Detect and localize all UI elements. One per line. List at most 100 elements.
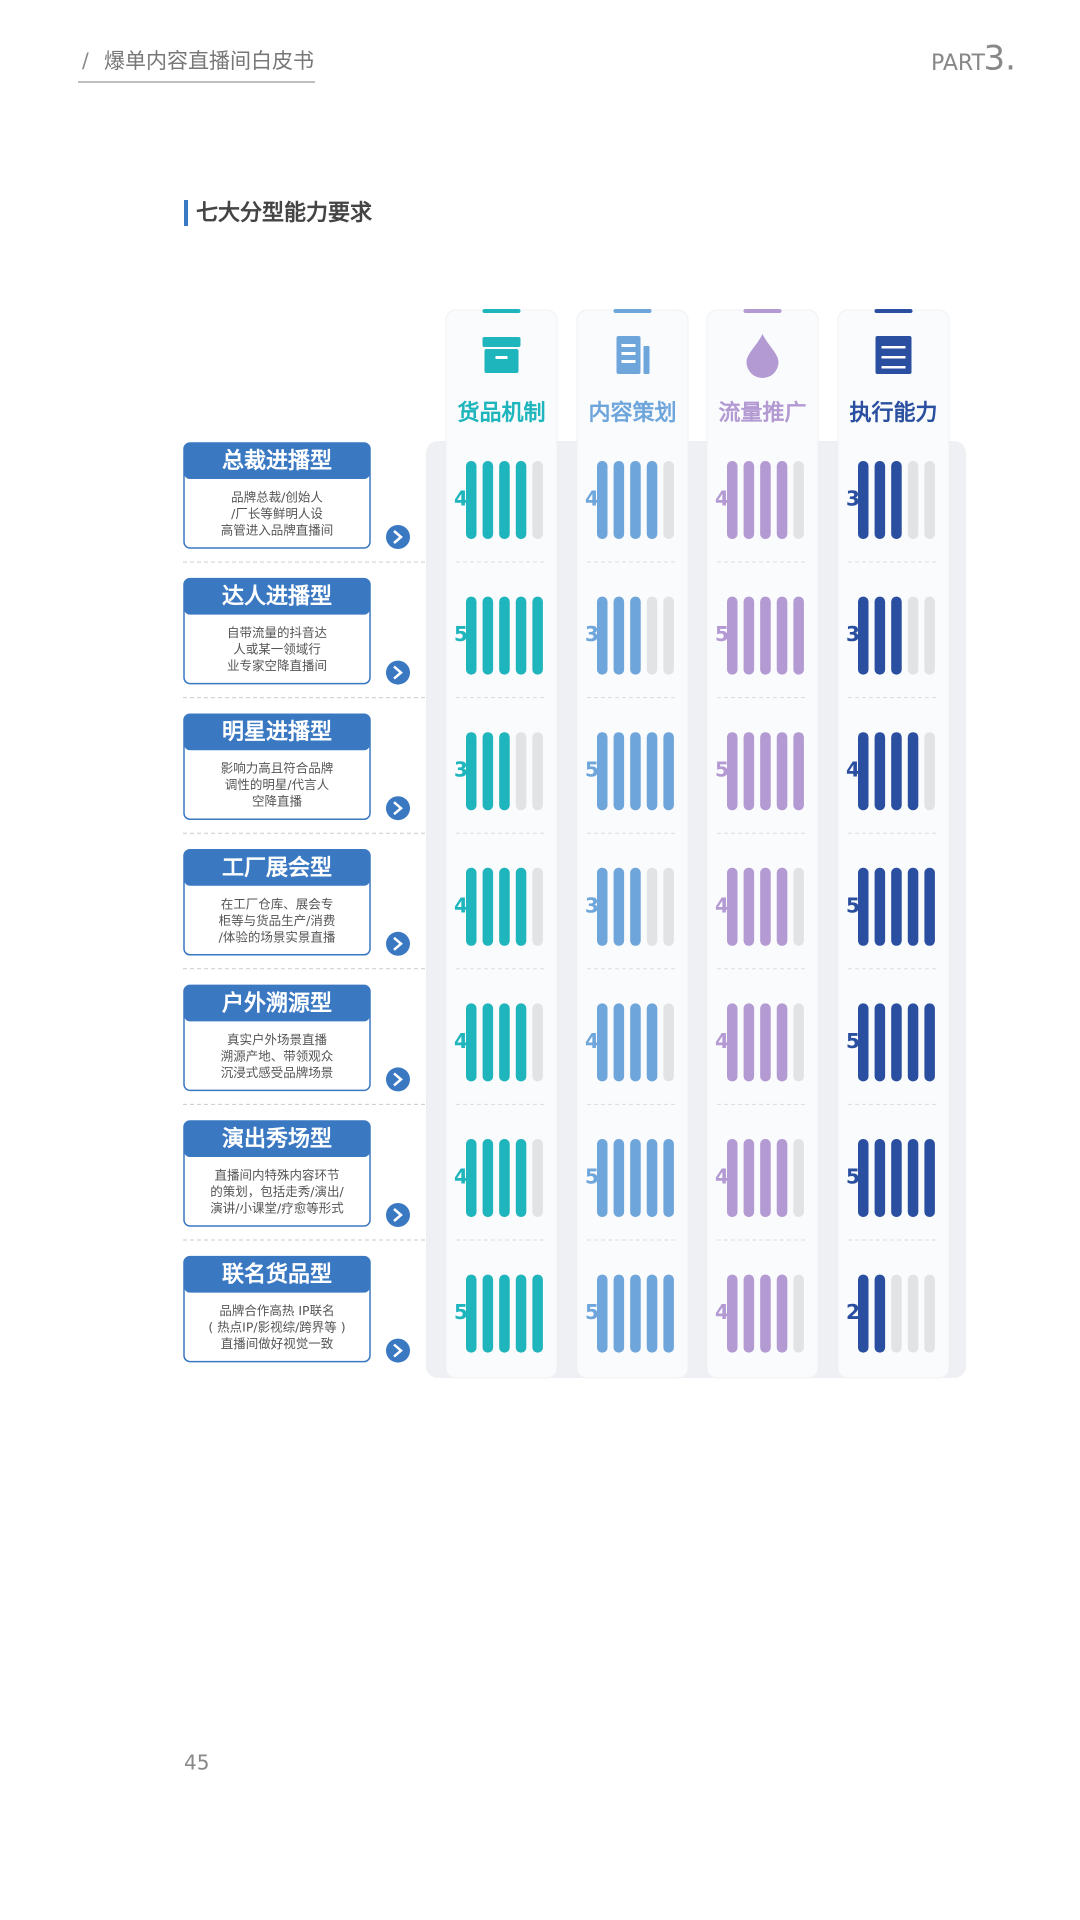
- score-slot: [793, 461, 804, 539]
- score-slot: [515, 732, 527, 811]
- score-bar: [663, 1274, 674, 1353]
- score-bar: [630, 732, 641, 811]
- type-pill: [184, 1121, 370, 1157]
- type-name: 工厂展会型: [222, 855, 332, 881]
- type-pill: [184, 1256, 370, 1293]
- type-description: 直播间内特殊内容环节: [214, 1168, 339, 1183]
- type-description: 调性的明星/代言人: [225, 777, 330, 792]
- score-bar: [613, 1003, 625, 1082]
- score-slot: [532, 732, 543, 811]
- score-bar: [760, 732, 771, 811]
- type-description: /厂长等鲜明人设: [231, 506, 323, 521]
- arrow-button: [386, 1067, 410, 1092]
- score-bar: [743, 1003, 755, 1082]
- type-description: ( 热点IP/影视综/跨界等 ): [208, 1320, 345, 1335]
- score-label: 5: [585, 758, 599, 782]
- score-bar: [891, 1003, 902, 1082]
- header-title: 爆单内容直播间白皮书: [104, 49, 314, 73]
- type-description: 的策划，包括走秀/演出/: [210, 1184, 344, 1199]
- score-bar: [891, 732, 902, 811]
- score-bar: [597, 596, 608, 675]
- score-label: 3: [585, 893, 599, 917]
- score-bar: [760, 461, 771, 539]
- score-bar: [874, 596, 886, 675]
- score-label: 3: [846, 622, 860, 646]
- section-marker: [184, 200, 188, 226]
- score-bar: [743, 1274, 755, 1353]
- score-bar: [776, 596, 788, 675]
- column-label: 执行能力: [849, 400, 937, 426]
- score-bar: [515, 1139, 527, 1217]
- score-bar: [515, 1003, 527, 1082]
- column-cap: [743, 309, 782, 313]
- score-bar: [727, 1003, 738, 1082]
- score-bar: [482, 1003, 494, 1082]
- score-bar: [924, 867, 935, 946]
- score-slot: [907, 596, 919, 675]
- score-bar: [891, 461, 902, 539]
- type-description: 溯源产地、带领观众: [221, 1048, 334, 1063]
- score-bar: [793, 732, 804, 811]
- type-description: 真实户外场景直播: [227, 1032, 328, 1047]
- score-bar: [466, 1139, 477, 1217]
- type-description: /体验的场景实景直播: [219, 929, 336, 944]
- score-bar: [776, 1274, 788, 1353]
- score-bar: [776, 1003, 788, 1082]
- score-bar: [727, 1139, 738, 1217]
- score-bar: [874, 1003, 886, 1082]
- type-name: 演出秀场型: [222, 1126, 332, 1152]
- score-slot: [924, 732, 935, 811]
- arrow-button: [386, 796, 410, 821]
- matrix-band: [426, 441, 966, 1378]
- score-bar: [793, 596, 804, 675]
- score-label: 5: [585, 1165, 599, 1189]
- section-title: 七大分型能力要求: [196, 200, 372, 226]
- column-icon: [875, 336, 912, 374]
- score-bar: [499, 596, 510, 675]
- score-bar: [499, 867, 510, 946]
- score-bar: [499, 1274, 510, 1353]
- score-bar: [858, 461, 869, 539]
- column-icon: [621, 352, 636, 355]
- score-label: 5: [715, 622, 729, 646]
- score-bar: [776, 732, 788, 811]
- score-bar: [924, 1003, 935, 1082]
- column-icon: [746, 334, 779, 378]
- score-slot: [663, 1003, 674, 1082]
- score-slot: [793, 1139, 804, 1217]
- score-bar: [630, 1274, 641, 1353]
- score-bar: [532, 1274, 543, 1353]
- score-bar: [646, 461, 658, 539]
- score-bar: [499, 1003, 510, 1082]
- score-label: 4: [454, 1029, 468, 1053]
- arrow-button: [386, 931, 410, 956]
- score-bar: [466, 1274, 477, 1353]
- score-label: 5: [846, 1029, 860, 1053]
- column-icon: [643, 346, 650, 374]
- score-label: 5: [454, 622, 468, 646]
- score-bar: [874, 1274, 886, 1353]
- score-bar: [597, 867, 608, 946]
- column-cap: [482, 309, 521, 313]
- score-bar: [743, 1139, 755, 1217]
- score-bar: [515, 867, 527, 946]
- score-bar: [874, 867, 886, 946]
- arrow-chevron: [393, 801, 403, 816]
- column-icon: [881, 346, 906, 349]
- score-bar: [466, 867, 477, 946]
- score-bar: [858, 1139, 869, 1217]
- arrow-button: [386, 660, 410, 685]
- score-bar: [663, 1139, 674, 1217]
- score-bar: [630, 461, 641, 539]
- score-bar: [482, 596, 494, 675]
- score-bar: [613, 1139, 625, 1217]
- score-bar: [743, 732, 755, 811]
- score-bar: [646, 1003, 658, 1082]
- score-bar: [630, 867, 641, 946]
- score-bar: [891, 596, 902, 675]
- column-icon: [482, 337, 521, 347]
- score-bar: [630, 1003, 641, 1082]
- score-slot: [532, 867, 543, 946]
- score-bar: [613, 461, 625, 539]
